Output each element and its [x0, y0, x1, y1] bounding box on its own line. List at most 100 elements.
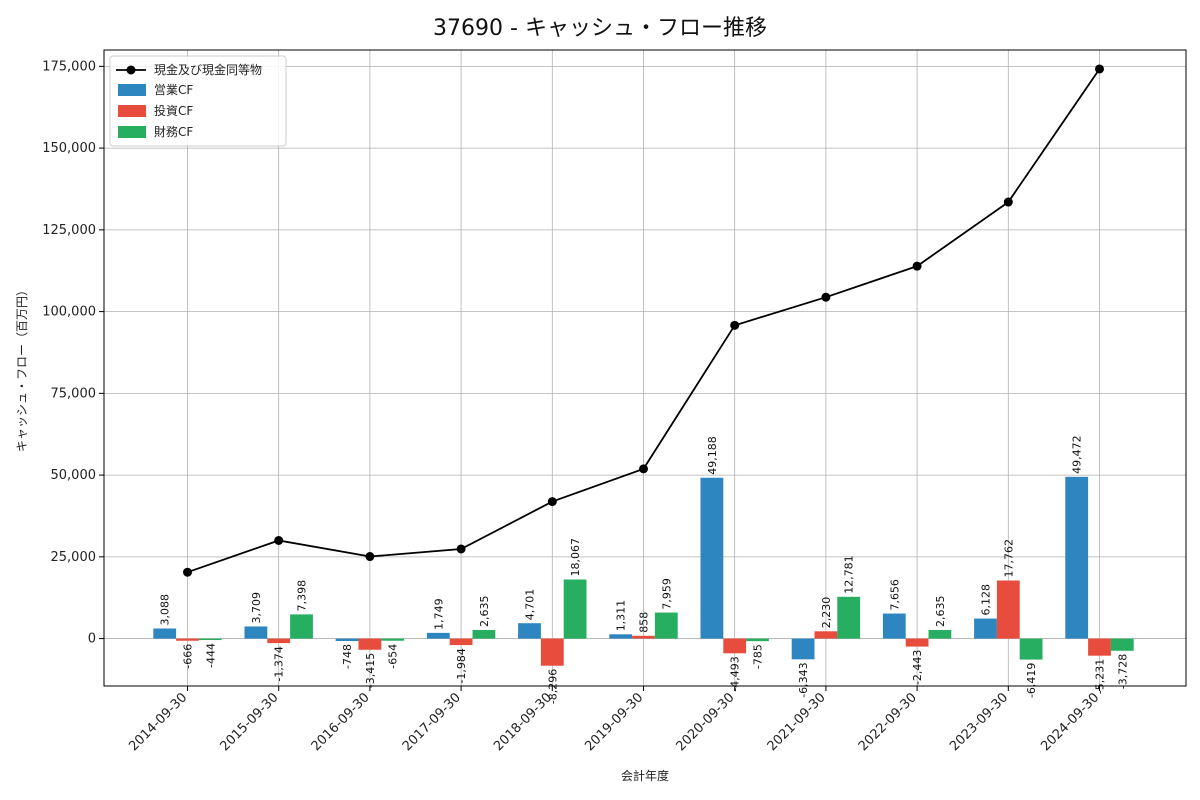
bar-data-label: -3,415 [364, 653, 377, 688]
bar-営業CF [700, 477, 724, 639]
bar-営業CF [244, 626, 268, 639]
bar-data-label: 3,709 [250, 592, 263, 624]
bar-投資CF [814, 631, 838, 639]
cash-point [1003, 197, 1013, 207]
y-tick-label: 100,000 [42, 305, 96, 320]
bar-投資CF [632, 635, 655, 639]
cash-point [274, 535, 284, 545]
y-tick-label: 175,000 [42, 59, 96, 74]
bar-営業CF [974, 618, 997, 639]
x-tick-label: 2019-09-30 [582, 690, 646, 754]
y-tick-label: 125,000 [42, 223, 96, 238]
bar-data-label: -3,728 [1116, 654, 1129, 689]
legend-box [109, 55, 287, 147]
bar-data-label: -4,493 [729, 656, 742, 691]
bar-data-label: 49,188 [706, 436, 719, 475]
bar-投資CF [449, 638, 473, 646]
bar-投資CF [723, 638, 747, 654]
y-tick-label: 150,000 [42, 141, 96, 156]
bar-data-label: 2,635 [478, 595, 491, 627]
cash-point [639, 464, 648, 474]
x-tick-label: 2018-09-30 [491, 690, 555, 754]
x-tick-label: 2015-09-30 [217, 690, 281, 754]
bar-財務CF [198, 638, 222, 641]
bar-data-label: 17,762 [1002, 539, 1015, 578]
bar-財務CF [472, 629, 496, 639]
bar-data-label: -5,231 [1094, 659, 1107, 694]
y-axis-label: キャッシュ・フロー（百万円） [15, 284, 29, 452]
bar-data-label: 7,398 [296, 580, 309, 612]
bar-data-label: 1,749 [432, 598, 445, 630]
x-tick-label: 2016-09-30 [309, 690, 373, 754]
legend-swatch [118, 105, 146, 117]
bar-data-label: 18,067 [569, 538, 582, 577]
y-tick-label: 0 [88, 632, 96, 647]
bar-data-label: 7,959 [660, 578, 673, 610]
bar-投資CF [996, 580, 1020, 639]
y-tick-label: 75,000 [51, 386, 97, 401]
cash-point [730, 320, 740, 330]
bar-営業CF [609, 634, 633, 639]
bar-財務CF [563, 579, 587, 639]
x-tick-label: 2023-09-30 [947, 690, 1011, 754]
bar-営業CF [518, 623, 541, 639]
bar-投資CF [267, 638, 291, 644]
cash-point [547, 497, 557, 507]
bar-投資CF [176, 638, 199, 641]
bar-data-label: -654 [387, 644, 400, 669]
bar-財務CF [746, 638, 769, 642]
bar-財務CF [1110, 638, 1134, 651]
x-tick-label: 2021-09-30 [765, 690, 829, 754]
bar-data-label: -785 [752, 644, 765, 669]
x-tick-label: 2024-09-30 [1038, 690, 1102, 754]
y-tick-label: 50,000 [51, 468, 97, 483]
bar-data-label: -748 [341, 644, 354, 669]
bar-営業CF [153, 628, 177, 639]
cash-point [365, 552, 375, 562]
bar-data-label: 1,311 [615, 600, 628, 632]
legend-label: 投資CF [154, 103, 193, 118]
bar-財務CF [1019, 638, 1043, 660]
bar-営業CF [882, 613, 906, 639]
bar-data-label: 2,230 [820, 597, 833, 629]
cash-point [821, 292, 831, 302]
x-tick-label: 2014-09-30 [126, 690, 190, 754]
chart-title: 37690 - キャッシュ・フロー推移 [433, 16, 767, 41]
cash-point [456, 544, 466, 554]
bar-財務CF [654, 612, 678, 639]
legend-label: 現金及び現金同等物 [154, 62, 262, 77]
bar-投資CF [905, 638, 929, 647]
bar-data-label: 12,781 [843, 555, 856, 594]
bar-営業CF [791, 638, 815, 660]
bar-data-label: 4,701 [524, 589, 537, 621]
bar-財務CF [381, 638, 405, 641]
bar-営業CF [1065, 476, 1089, 639]
x-tick-label: 2017-09-30 [400, 690, 464, 754]
bar-投資CF [540, 638, 564, 666]
bar-財務CF [928, 629, 952, 639]
legend-swatch [118, 84, 146, 96]
bar-data-label: -1,984 [455, 648, 468, 683]
cash-point [1095, 64, 1104, 74]
bar-data-label: -2,443 [911, 650, 924, 685]
x-tick-label: 2020-09-30 [673, 690, 737, 754]
bar-data-label: 49,472 [1071, 435, 1084, 474]
bar-data-label: 6,128 [980, 584, 993, 616]
x-tick-label: 2022-09-30 [856, 690, 920, 754]
bar-営業CF [335, 638, 359, 642]
bar-data-label: -666 [182, 644, 195, 669]
cash-point [912, 261, 922, 271]
bar-投資CF [1088, 638, 1111, 656]
x-axis-label: 会計年度 [621, 768, 669, 783]
bar-data-label: -1,374 [273, 646, 286, 681]
bar-data-label: 2,635 [934, 595, 947, 627]
bar-data-label: 7,656 [888, 579, 901, 611]
bar-財務CF [290, 614, 313, 639]
bar-data-label: -444 [204, 643, 217, 668]
bar-data-label: -6,419 [1025, 663, 1038, 698]
bar-data-label: 3,088 [159, 594, 172, 626]
bar-営業CF [426, 632, 450, 639]
bar-財務CF [837, 596, 861, 639]
